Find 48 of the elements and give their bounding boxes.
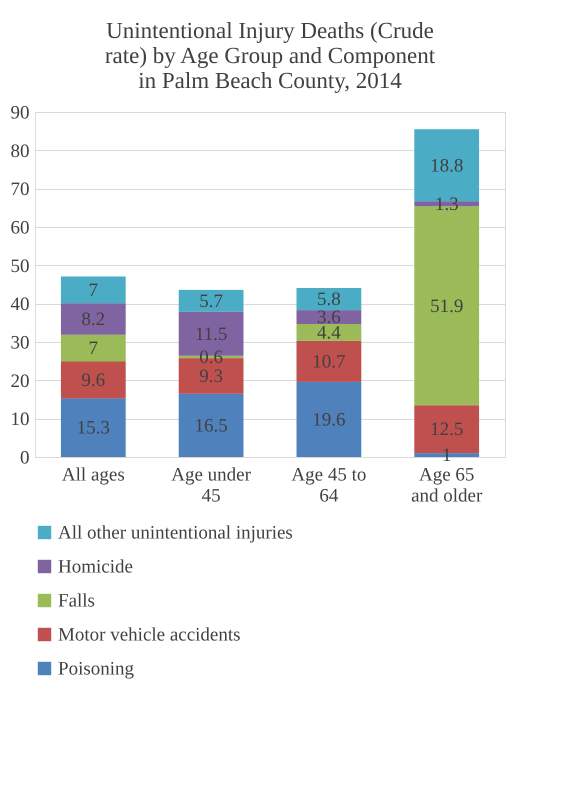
y-tick-label: 70 — [10, 179, 30, 200]
bar — [60, 362, 126, 398]
data-label: 4.4 — [317, 322, 342, 344]
x-tick-label: Age under 45 — [171, 464, 252, 506]
bar — [296, 340, 362, 382]
bar — [296, 288, 362, 310]
x-tick-label: Age 45 to 64 — [291, 464, 366, 506]
data-label: 12.5 — [430, 419, 464, 440]
y-tick-label: 30 — [10, 332, 30, 354]
bar — [60, 398, 126, 457]
y-tick-label: 40 — [10, 294, 30, 316]
legend-label: All other unintentional injuries — [58, 522, 293, 544]
bar — [60, 303, 126, 335]
y-tick-label: 90 — [10, 102, 30, 124]
legend-label: Falls — [58, 590, 95, 612]
data-label: 19.6 — [312, 409, 346, 430]
data-label: 7 — [88, 338, 98, 360]
y-tick-label: 10 — [10, 409, 30, 430]
y-tick-label: 80 — [10, 140, 30, 162]
legend-label: Poisoning — [58, 658, 135, 680]
legend-label: Motor vehicle accidents — [58, 624, 241, 646]
data-label: 16.5 — [194, 415, 228, 436]
data-label: 15.3 — [76, 418, 110, 439]
chart-title: Unintentional Injury Deaths (Crude rate) by Age Group and Component in Palm Beach County, 2014 — [104, 18, 436, 93]
y-tick-label: 0 — [20, 448, 30, 468]
bar — [178, 290, 244, 312]
bar — [178, 394, 244, 457]
data-label: 51.9 — [430, 296, 464, 317]
data-label: 10.7 — [312, 351, 346, 372]
x-tick-label: All ages — [62, 464, 125, 486]
data-label: 8.2 — [81, 309, 106, 330]
x-tick-label: Age 65 and older — [411, 464, 483, 506]
data-label: 5.8 — [317, 289, 341, 310]
legend-label: Homicide — [58, 556, 133, 578]
data-label: 5.7 — [199, 290, 223, 312]
data-label: 7 — [88, 280, 98, 301]
bar — [60, 276, 126, 304]
y-tick-label: 20 — [10, 370, 30, 392]
data-label: 9.6 — [81, 370, 106, 391]
bar — [296, 324, 362, 341]
bar — [296, 382, 362, 457]
data-label: 9.3 — [199, 366, 223, 387]
y-tick-label: 50 — [10, 256, 30, 277]
data-label: 11.5 — [194, 324, 228, 345]
data-label: 1 — [442, 445, 452, 466]
data-label: 18.8 — [430, 155, 464, 176]
bar — [60, 334, 126, 362]
y-tick-label: 60 — [10, 218, 30, 238]
